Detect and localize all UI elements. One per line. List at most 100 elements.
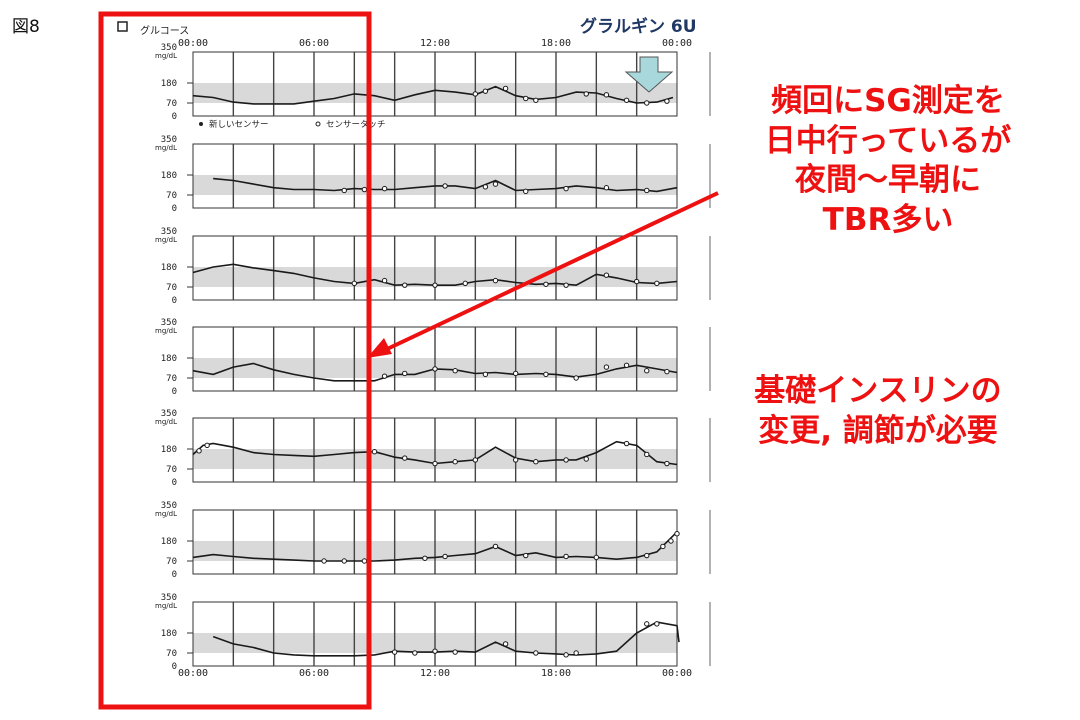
day2-sensor-touch-6 [523, 188, 529, 195]
day5-sensor-touch-6 [472, 457, 479, 463]
day3-y-unit: mg/dL [155, 236, 177, 244]
day7-sensor-touch-1 [412, 650, 418, 656]
day5-sensor-touch-8 [533, 459, 539, 465]
day5-y-unit: mg/dL [155, 418, 177, 426]
day3-sensor-touch-3 [432, 282, 438, 288]
day7-sensor-touch-6 [563, 652, 569, 658]
day2-sensor-touch-2 [381, 185, 388, 192]
day6-sensor-touch-6 [523, 552, 529, 559]
day2-sensor-touch-4 [482, 184, 489, 190]
annotation-basal-insulin: 基礎インスリンの 変更, 調節が必要 [718, 372, 1038, 451]
day7-sensor-touch-7 [573, 650, 579, 656]
day5-sensor-touch-0 [196, 448, 202, 454]
day6-y-70: 70 [166, 557, 177, 567]
legend-new-sensor-marker [199, 122, 203, 126]
x-tick-top-4: 00:00 [662, 38, 692, 49]
x-tick-bottom-4: 00:00 [662, 668, 692, 679]
day1-sensor-touch-5 [583, 91, 589, 97]
annotation-arrow-head [367, 338, 392, 358]
day2-sensor-touch-9 [644, 187, 650, 194]
day2-y-unit: mg/dL [155, 144, 177, 152]
x-tick-bottom-2: 12:00 [420, 668, 450, 679]
day4-sensor-touch-3 [452, 368, 458, 374]
annotation-frequent-line-3: TBR多い [822, 202, 954, 239]
day1-sensor-touch-2 [502, 85, 509, 92]
day7-sensor-touch-2 [432, 648, 438, 654]
day1-sensor-touch-4 [533, 97, 539, 103]
day6-y-unit: mg/dL [155, 510, 177, 518]
annotation-frequent-measurement: 頻回にSG測定を 日中行っているが 夜間〜早朝に TBR多い [728, 82, 1048, 241]
day7-sensor-touch-9 [654, 621, 660, 627]
day6-sensor-touch-8 [593, 554, 600, 561]
day6-y-350: 350 [161, 501, 177, 511]
legend-sensor-touch: センサータッチ [326, 120, 386, 130]
day7-y-70: 70 [166, 649, 177, 659]
day1-sensor-touch-8 [644, 100, 650, 106]
day5-y-350: 350 [161, 409, 177, 419]
day5-sensor-touch-5 [452, 459, 458, 465]
day4-sensor-touch-11 [664, 368, 670, 375]
day4-sensor-touch-7 [573, 375, 579, 381]
day1-y-350: 350 [161, 43, 177, 53]
day3-y-0: 0 [172, 296, 177, 306]
x-tick-top-0: 00:00 [178, 38, 208, 49]
day4-y-70: 70 [166, 374, 177, 384]
day7-y-180: 180 [161, 629, 177, 639]
day1-sensor-touch-3 [523, 95, 529, 102]
day3-sensor-touch-10 [654, 280, 660, 287]
day6-sensor-touch-7 [563, 553, 569, 560]
day2-sensor-touch-8 [603, 185, 610, 191]
day7-y-0: 0 [172, 662, 177, 672]
day2-y-350: 350 [161, 135, 177, 145]
x-tick-top-3: 18:00 [541, 38, 571, 49]
day1-y-180: 180 [161, 79, 177, 89]
glargine-down-arrow [624, 56, 674, 93]
day3-y-70: 70 [166, 283, 177, 293]
day2-sensor-touch-7 [563, 185, 569, 192]
day1-y-0: 0 [172, 112, 177, 122]
day2-y-180: 180 [161, 171, 177, 181]
day6-sensor-touch-4 [442, 553, 448, 560]
day5-sensor-touch-3 [402, 455, 408, 461]
day7-sensor-touch-8 [644, 621, 650, 627]
day2-y-0: 0 [172, 204, 177, 214]
day1-sensor-touch-1 [482, 88, 489, 94]
day2-sensor-touch-3 [442, 183, 448, 189]
day2-sensor-touch-0 [341, 187, 347, 194]
day3-sensor-touch-4 [462, 280, 468, 287]
day1-sensor-touch-0 [472, 91, 479, 97]
x-tick-bottom-0: 00:00 [178, 668, 208, 679]
day5-glucose-line-0 [192, 440, 678, 466]
annotation-basal-line-0: 基礎インスリンの [754, 373, 1002, 409]
day6-y-180: 180 [161, 537, 177, 547]
legend-new-sensor: 新しいセンサー [209, 119, 269, 130]
glucose-icon [117, 21, 128, 32]
x-tick-top-1: 06:00 [299, 38, 329, 49]
x-tick-bottom-1: 06:00 [299, 668, 329, 679]
day4-sensor-touch-2 [432, 366, 438, 372]
day1-sensor-touch-7 [623, 97, 630, 103]
day6-sensor-touch-3 [422, 555, 428, 561]
day4-y-180: 180 [161, 354, 177, 364]
day5-sensor-touch-11 [623, 440, 630, 447]
day1-y-unit: mg/dL [155, 52, 177, 60]
day4-y-unit: mg/dL [155, 327, 177, 335]
annotation-frequent-line-0: 頻回にSG測定を [771, 83, 1005, 119]
day3-sensor-touch-7 [563, 282, 569, 288]
day5-sensor-touch-4 [432, 460, 438, 467]
chart-title: グルコース [140, 24, 189, 37]
day7-sensor-touch-5 [533, 650, 539, 656]
day4-sensor-touch-8 [603, 364, 610, 370]
annotation-frequent-line-2: 夜間〜早朝に [795, 162, 981, 199]
day3-sensor-touch-9 [633, 278, 640, 285]
day3-sensor-touch-2 [402, 282, 408, 288]
day5-sensor-touch-1 [204, 442, 210, 449]
day5-y-0: 0 [172, 478, 177, 488]
day6-sensor-touch-0 [321, 558, 327, 564]
day5-y-180: 180 [161, 445, 177, 455]
day4-y-350: 350 [161, 318, 177, 328]
day4-sensor-touch-1 [402, 370, 408, 377]
day6-y-0: 0 [172, 570, 177, 580]
day2-sensor-touch-1 [361, 186, 368, 193]
day3-sensor-touch-1 [381, 277, 388, 284]
